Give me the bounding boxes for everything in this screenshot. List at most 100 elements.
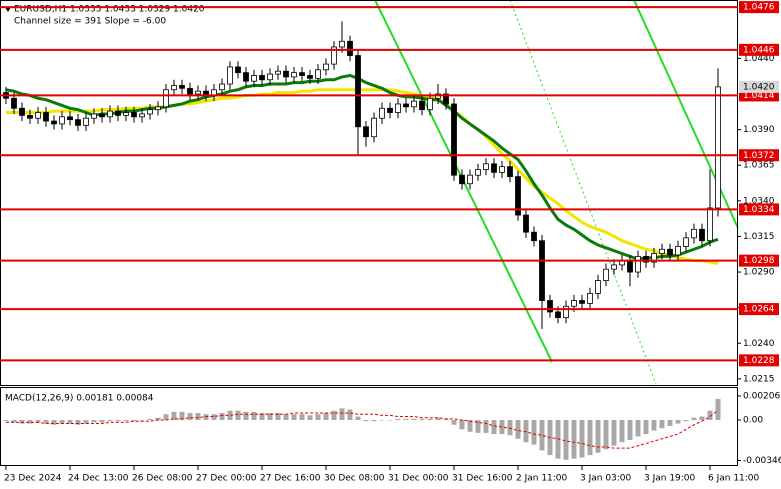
macd-bar: [27, 420, 33, 424]
candle-body: [571, 300, 577, 307]
candle-body: [483, 163, 489, 170]
y-tick-label: 1.0215: [743, 374, 775, 384]
level-label-box: [739, 354, 779, 367]
candle-body: [603, 268, 609, 281]
candle-body: [587, 293, 593, 304]
macd-bar: [419, 418, 425, 421]
macd-bar: [611, 420, 617, 446]
macd-bar: [267, 413, 273, 421]
macd-y-tick-label: 0.00: [743, 416, 763, 426]
level-label: 1.0264: [743, 305, 775, 315]
candle-body: [403, 103, 409, 108]
chart-subtitle: Channel size = 391 Slope = -6.00: [14, 17, 166, 27]
candle-body: [691, 228, 697, 239]
candle-body: [531, 231, 537, 242]
candle-body: [715, 86, 721, 209]
level-label-box: [739, 203, 779, 216]
candle-body: [451, 103, 457, 176]
x-tick-label: 23 Dec 2024: [4, 474, 62, 484]
candle-body: [579, 300, 585, 304]
macd-bar: [83, 420, 89, 424]
candle-body: [227, 66, 233, 85]
level-label-box: [739, 254, 779, 267]
candle-body: [563, 305, 569, 319]
macd-bar: [627, 420, 633, 440]
macd-bar: [539, 420, 545, 451]
macd-bar: [187, 413, 193, 421]
x-tick-label: 26 Dec 08:00: [132, 474, 193, 484]
x-tick-label: 27 Dec 16:00: [260, 474, 321, 484]
macd-bar: [515, 420, 521, 439]
macd-bar: [379, 420, 385, 421]
macd-bar: [227, 410, 233, 421]
macd-bar: [571, 420, 577, 459]
candle-body: [219, 83, 225, 91]
macd-bar: [451, 420, 457, 425]
candle-body: [19, 107, 25, 116]
candle-body: [699, 228, 705, 242]
y-tick-label: 1.0390: [743, 125, 775, 135]
macd-bar: [331, 410, 337, 421]
macd-bar: [339, 408, 345, 421]
y-tick-label: 1.0290: [743, 268, 775, 278]
macd-signal: [6, 409, 719, 449]
last-price-label: 1.0420: [743, 82, 775, 92]
level-label-box: [739, 149, 779, 162]
macd-bar: [99, 420, 105, 423]
candle-body: [267, 73, 273, 81]
candle-body: [491, 163, 497, 173]
candle-body: [363, 126, 369, 138]
macd-bar: [323, 413, 329, 421]
channel-line: [509, 0, 657, 385]
candle-body: [507, 166, 513, 178]
candle-body: [83, 117, 89, 126]
candle-body: [171, 85, 177, 91]
candle-body: [299, 72, 305, 76]
macd-bar: [179, 411, 185, 421]
moving-average: [6, 88, 719, 265]
candle-body: [667, 248, 673, 256]
candle-body: [59, 116, 65, 125]
candle-body: [163, 89, 169, 108]
candle-body: [707, 207, 713, 242]
macd-bar: [507, 420, 513, 436]
candle-body: [387, 107, 393, 113]
macd-label: MACD(12,26,9) 0.00181 0.00084: [5, 394, 154, 404]
level-label: 1.0334: [743, 205, 775, 215]
macd-bar: [299, 414, 305, 421]
macd-bar: [707, 410, 713, 421]
candle-body: [555, 311, 561, 319]
macd-bar: [691, 417, 697, 421]
macd-bar: [115, 420, 121, 422]
candle-body: [139, 113, 145, 118]
macd-bar: [643, 420, 649, 435]
candle-body: [443, 93, 449, 105]
candle-body: [683, 237, 689, 247]
macd-bar: [243, 411, 249, 421]
level-label: 1.0476: [743, 3, 775, 13]
macd-bar: [491, 420, 497, 435]
macd-bar: [403, 418, 409, 421]
candle-body: [339, 40, 345, 48]
level-label: 1.0414: [743, 91, 775, 101]
x-tick-label: 27 Dec 00:00: [196, 474, 257, 484]
candle-body: [251, 75, 257, 82]
macd-bar: [715, 398, 721, 421]
candle-body: [91, 113, 97, 119]
macd-bar: [699, 416, 705, 421]
candle-body: [379, 107, 385, 119]
candle-body: [467, 174, 473, 185]
macd-bar: [531, 420, 537, 445]
macd-bar: [459, 420, 465, 430]
candle-body: [243, 72, 249, 82]
level-label-box: [739, 303, 779, 316]
candle-body: [115, 110, 121, 116]
macd-bar: [203, 414, 209, 421]
candle-body: [355, 55, 361, 128]
x-tick-label: 24 Dec 13:00: [68, 474, 129, 484]
candle-body: [659, 248, 665, 254]
chart-title: EURUSD,H1 1.0335 1.0433 1.0329 1.0420: [14, 5, 205, 15]
macd-bar: [315, 414, 321, 421]
macd-bar: [163, 414, 169, 421]
macd-bar: [307, 415, 313, 421]
